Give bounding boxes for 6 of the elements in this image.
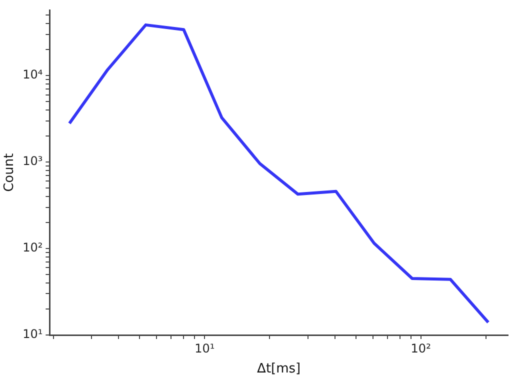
x-axis-title: Δt[ms]: [257, 362, 301, 377]
y-tick-label: 10²: [22, 240, 43, 255]
y-axis-title: Count: [2, 153, 18, 192]
y-tick-label: 10³: [22, 154, 43, 168]
y-tick-label: 10⁴: [22, 68, 43, 82]
y-tick-label: 10¹: [22, 327, 43, 342]
